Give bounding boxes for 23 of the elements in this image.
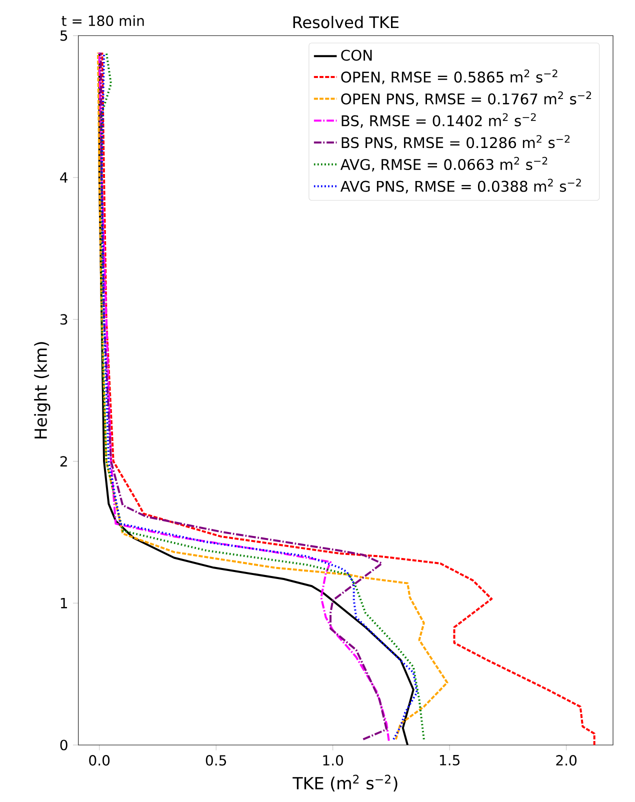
y-tick-label: 0	[60, 740, 68, 750]
y-axis-title: Height (km)	[34, 342, 50, 438]
line-series	[100, 52, 596, 745]
y-tick-label: 2	[60, 456, 67, 466]
legend-label: BS, RMSE = 0.1402 m$^{2}$ s$^{−2}$	[342, 113, 536, 128]
y-tick-label: 5	[60, 30, 67, 41]
y-tick-label: 3	[60, 314, 67, 325]
legend-label: BS PNS, RMSE = 0.1286 m$^{2}$ s$^{−2}$	[342, 135, 570, 150]
legend-label: CON	[341, 50, 372, 61]
chart-title: Resolved TKE	[293, 16, 398, 28]
y-tick-label: 4	[60, 172, 68, 183]
x-axis-title: TKE (m$^{2}$ s$^{−2}$)	[292, 774, 398, 792]
x-tick-label: 0.0	[88, 755, 110, 766]
legend-label: AVG PNS, RMSE = 0.0388 m$^{2}$ s$^{−2}$	[340, 178, 581, 194]
legend-label: OPEN PNS, RMSE = 0.1767 m$^{2}$ s$^{−2}$	[341, 91, 591, 106]
legend-label: OPEN, RMSE = 0.5865 m$^{2}$ s$^{−2}$	[341, 70, 558, 84]
x-tick-label: 1.0	[323, 755, 343, 766]
text: t = 180 min	[61, 15, 144, 26]
x-tick-label: 0.5	[206, 755, 226, 766]
x-tick-label: 2.0	[556, 755, 576, 766]
y-tick-label: 1	[60, 598, 67, 608]
legend-label: AVG, RMSE = 0.0663 m$^{2}$ s$^{−2}$	[340, 156, 547, 172]
x-tick-label: 1.5	[440, 755, 460, 766]
